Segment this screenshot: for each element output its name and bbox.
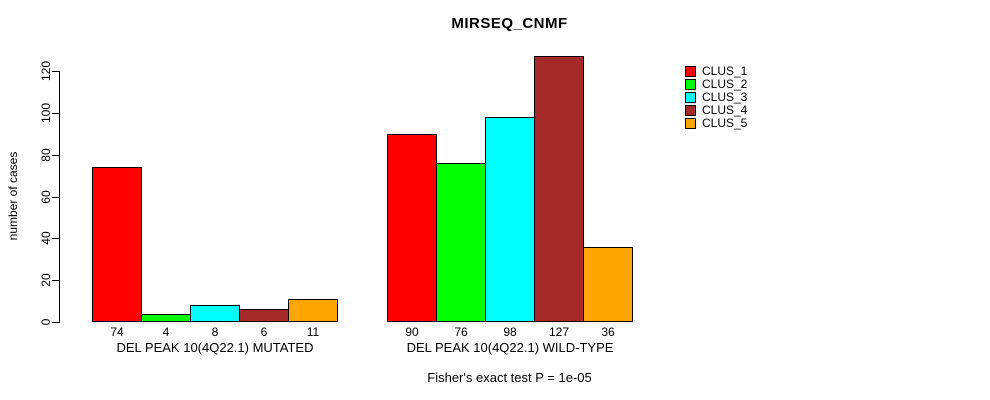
bar-value-label: 74 bbox=[110, 325, 124, 339]
y-axis-tick bbox=[52, 238, 60, 240]
bar-g2-clus_3 bbox=[485, 117, 535, 322]
y-axis-tick-label: 20 bbox=[39, 273, 53, 287]
bar-value-label: 98 bbox=[503, 325, 517, 339]
footnote: Fisher's exact test P = 1e-05 bbox=[427, 370, 592, 385]
bar-value-label: 90 bbox=[405, 325, 419, 339]
bar-value-label: 76 bbox=[454, 325, 468, 339]
y-axis-tick-label: 60 bbox=[39, 189, 53, 204]
legend-swatch-clus_5 bbox=[685, 118, 696, 130]
legend-label-clus_2: CLUS_2 bbox=[702, 76, 748, 91]
legend-swatch-clus_1 bbox=[685, 66, 696, 77]
bar-g1-clus_1 bbox=[92, 167, 142, 322]
y-axis-tick-label: 120 bbox=[39, 60, 53, 82]
bar-g2-clus_4 bbox=[534, 56, 584, 322]
bar-g2-clus_5 bbox=[583, 246, 633, 322]
y-axis-tick bbox=[52, 112, 60, 114]
legend-swatch-clus_3 bbox=[685, 92, 696, 104]
chart-title: MIRSEQ_CNMF bbox=[451, 15, 568, 32]
bar-value-label: 8 bbox=[211, 325, 219, 339]
group-label: DEL PEAK 10(4Q22.1) MUTATED bbox=[116, 340, 314, 355]
legend-label-clus_1: CLUS_1 bbox=[702, 63, 748, 78]
y-axis-tick-label: 100 bbox=[39, 102, 53, 123]
y-axis-tick-label: 40 bbox=[39, 231, 53, 246]
y-axis-tick bbox=[52, 280, 60, 282]
y-axis-tick-label: 0 bbox=[39, 318, 53, 326]
y-axis-tick-label: 80 bbox=[39, 147, 53, 162]
bar-value-label: 4 bbox=[162, 325, 170, 339]
legend-label-clus_5: CLUS_5 bbox=[702, 115, 748, 130]
bar-value-label: 127 bbox=[548, 325, 570, 339]
bar-value-label: 11 bbox=[306, 325, 320, 339]
bar-g1-clus_2 bbox=[141, 313, 191, 322]
y-axis-tick bbox=[52, 196, 60, 198]
bar-g2-clus_2 bbox=[436, 163, 486, 322]
legend-swatch-clus_2 bbox=[685, 79, 696, 91]
legend-label-clus_4: CLUS_4 bbox=[702, 102, 748, 117]
legend-label-clus_3: CLUS_3 bbox=[702, 89, 748, 104]
bar-value-label: 36 bbox=[601, 325, 615, 339]
bar-g1-clus_4 bbox=[239, 309, 289, 322]
y-axis-tick bbox=[52, 322, 60, 323]
bar-g1-clus_3 bbox=[190, 305, 240, 322]
bar-g1-clus_5 bbox=[288, 298, 338, 322]
y-axis-tick bbox=[52, 154, 60, 156]
bar-value-label: 6 bbox=[260, 325, 268, 339]
y-axis-tick bbox=[52, 71, 60, 72]
legend-swatch-clus_4 bbox=[685, 105, 696, 117]
bar-g2-clus_1 bbox=[387, 133, 437, 322]
group-label: DEL PEAK 10(4Q22.1) WILD-TYPE bbox=[406, 340, 614, 355]
